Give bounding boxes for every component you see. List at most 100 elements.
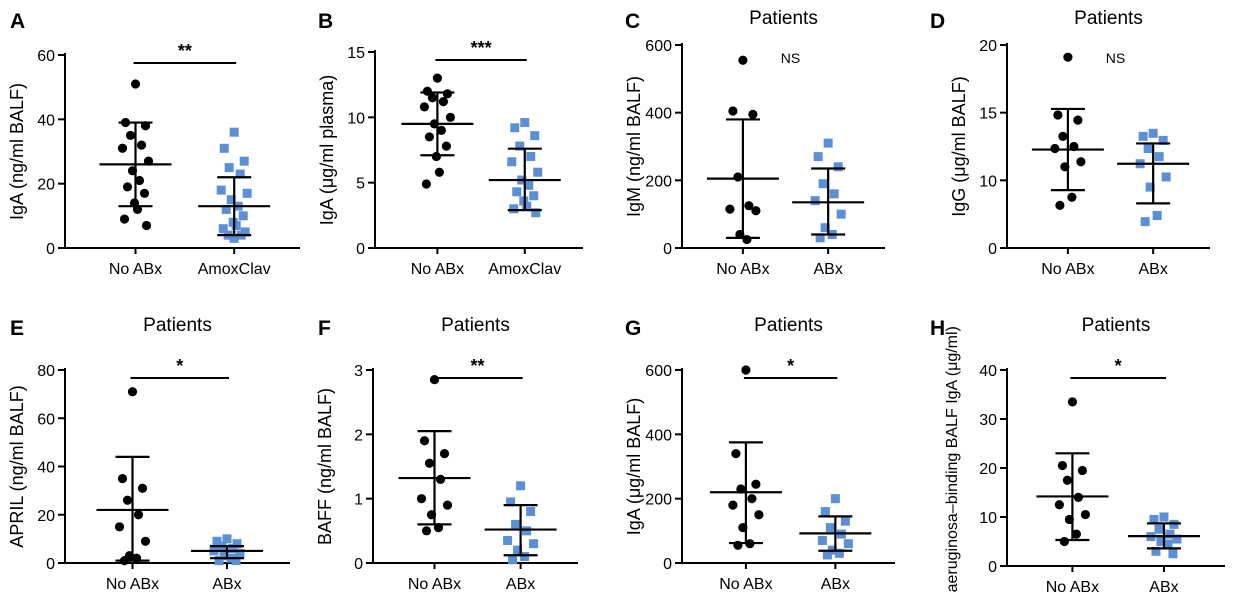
- significance-label: NS: [1106, 50, 1125, 66]
- data-point: [1156, 537, 1166, 546]
- data-point: [441, 141, 451, 151]
- data-point: [224, 163, 234, 173]
- data-point: [741, 365, 751, 375]
- y-axis-label: IgA (μg/ml plasma): [317, 75, 337, 225]
- x-category-label: No ABx: [716, 261, 769, 278]
- data-point: [817, 535, 827, 545]
- data-point: [1058, 131, 1068, 141]
- y-tick-label: 10: [979, 510, 997, 527]
- data-point: [1059, 536, 1069, 547]
- data-point: [133, 510, 144, 520]
- y-tick-label: 20: [37, 177, 55, 194]
- panel-letter: D: [930, 10, 945, 33]
- panel-letter: C: [625, 10, 640, 33]
- data-point: [747, 494, 757, 504]
- data-point: [1140, 217, 1150, 227]
- data-point: [436, 125, 446, 135]
- data-point: [139, 188, 150, 198]
- data-point: [530, 131, 540, 141]
- y-tick-label: 0: [46, 241, 55, 258]
- panel-title: Patients: [1082, 315, 1151, 336]
- y-tick-label: 40: [979, 363, 997, 380]
- panel-letter: F: [318, 317, 331, 340]
- y-tick-label: 0: [356, 241, 365, 258]
- data-point: [503, 535, 513, 545]
- data-point: [122, 182, 133, 192]
- data-point: [212, 536, 222, 546]
- significance-label: ***: [471, 38, 492, 58]
- data-point: [524, 180, 534, 190]
- panel-title: Patients: [1074, 8, 1143, 29]
- x-category-label: ABx: [813, 261, 842, 278]
- significance-label: **: [178, 41, 192, 61]
- significance-label: **: [471, 356, 485, 376]
- y-tick-label: 400: [645, 106, 672, 123]
- data-point: [232, 539, 242, 549]
- data-point: [442, 500, 453, 510]
- data-point: [748, 109, 758, 119]
- significance-label: *: [787, 356, 794, 376]
- data-point: [843, 539, 853, 549]
- data-point: [531, 208, 541, 218]
- data-point: [1073, 115, 1083, 125]
- data-point: [728, 500, 738, 510]
- data-point: [830, 494, 840, 504]
- significance-label: NS: [781, 50, 800, 66]
- data-point: [424, 458, 435, 468]
- y-tick-label: 600: [645, 363, 672, 380]
- data-point: [1138, 131, 1148, 141]
- x-category-label: ABx: [1138, 261, 1167, 278]
- y-tick-label: 5: [356, 176, 365, 193]
- data-point: [438, 97, 448, 107]
- data-point: [744, 201, 754, 211]
- x-category-label: ABx: [1149, 579, 1178, 595]
- data-point: [239, 156, 249, 166]
- y-axis-label: IgM (ng/ml BALF): [624, 76, 644, 217]
- data-point: [229, 127, 239, 137]
- data-point: [820, 507, 830, 517]
- data-point: [219, 551, 229, 561]
- data-point: [1149, 514, 1159, 524]
- y-tick-label: 60: [37, 48, 55, 65]
- y-tick-label: 20: [979, 461, 997, 478]
- data-point: [511, 519, 521, 529]
- data-point: [1154, 524, 1164, 534]
- data-point: [733, 172, 743, 182]
- data-point: [416, 494, 427, 504]
- data-point: [1143, 144, 1153, 154]
- panel-letter: H: [930, 317, 945, 340]
- data-point: [1053, 110, 1063, 120]
- y-tick-label: 60: [37, 411, 55, 428]
- data-point: [512, 187, 522, 197]
- data-point: [1151, 546, 1161, 556]
- y-tick-label: 200: [645, 173, 672, 190]
- y-tick-label: 15: [347, 45, 365, 62]
- data-point: [137, 483, 148, 493]
- data-point: [231, 220, 241, 230]
- x-category-label: No ABx: [719, 576, 772, 593]
- data-point: [520, 118, 530, 128]
- y-axis-label: IgG (μg/ml BALF): [949, 76, 969, 216]
- y-tick-label: 0: [663, 556, 672, 573]
- data-point: [833, 162, 843, 172]
- y-tick-label: 0: [46, 556, 55, 573]
- y-tick-label: 10: [347, 110, 365, 127]
- data-point: [238, 211, 248, 221]
- data-point: [122, 495, 133, 505]
- data-point: [825, 523, 835, 533]
- data-point: [1055, 200, 1065, 210]
- y-tick-label: 0: [354, 556, 363, 573]
- data-point: [508, 555, 518, 565]
- data-point: [751, 479, 761, 489]
- x-category-label: No ABx: [408, 576, 461, 593]
- data-point: [529, 539, 539, 549]
- data-point: [510, 123, 520, 133]
- y-tick-label: 400: [645, 427, 672, 444]
- data-point: [1154, 152, 1164, 162]
- data-point: [1172, 534, 1182, 544]
- x-category-label: AmoxClav: [488, 261, 561, 278]
- data-point: [235, 548, 245, 558]
- x-category-label: AmoxClav: [198, 261, 271, 278]
- data-point: [1148, 128, 1158, 138]
- data-point: [1067, 397, 1077, 407]
